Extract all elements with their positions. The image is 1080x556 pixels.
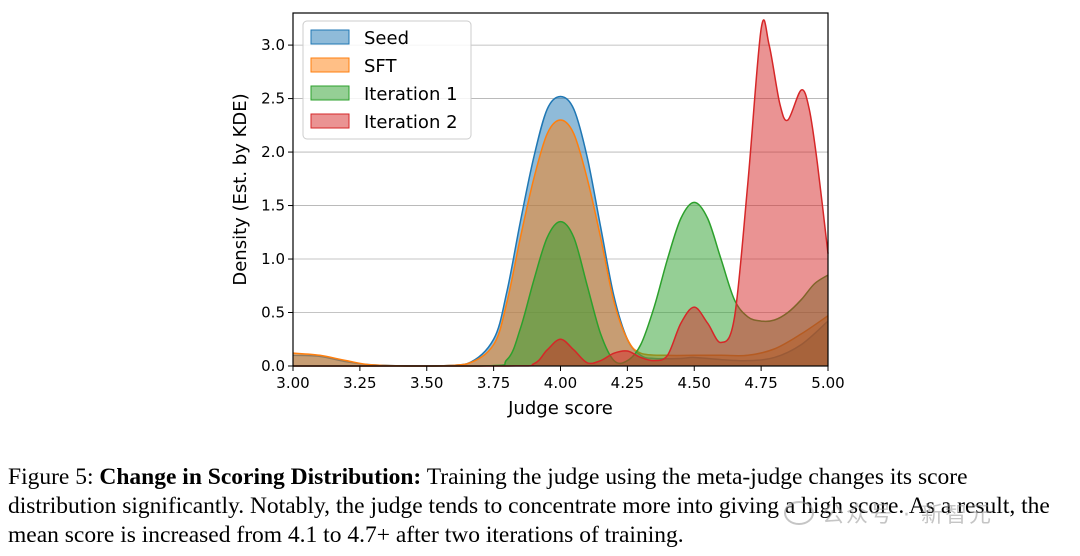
legend-swatch-iteration-2 [310,113,350,129]
density-chart: 3.00 3.25 3.50 3.75 4.00 4.25 4.50 4.75 5.00 0.0… [230,12,845,419]
legend-swatch-sft [310,57,350,73]
caption-text: Training the judge using the meta-judge … [8,464,1050,548]
figure-caption: Figure 5: Change in Scoring Distribution… [8,463,1074,550]
watermark-text: 公众号 · 新智元 [822,503,993,528]
caption-prefix: Figure 5: [8,464,100,490]
caption-title: Change in Scoring Distribution: [99,464,422,490]
area-iteration-2 [293,19,828,367]
legend-label-sft: SFT [364,56,397,77]
x-tick-label-8: 5.00 [811,374,844,392]
legend-label-iteration-2: Iteration 2 [364,112,458,133]
legend-swatch-seed [310,29,350,45]
x-axis-ticks: 3.00 3.25 3.50 3.75 4.00 4.25 4.50 4.75 5.00 [276,366,845,392]
y-tick-label-5: 2.5 [261,90,285,108]
legend-label-iteration-1: Iteration 1 [364,84,458,105]
y-tick-label-2: 1.0 [261,250,285,268]
x-tick-label-7: 4.75 [744,374,777,392]
watermark: 公众号 · 新智元 [784,497,993,529]
legend-swatch-iteration-1 [310,85,350,101]
x-tick-label-4: 4.00 [544,374,577,392]
line-iteration-2 [293,19,829,367]
y-axis-ticks: 0.0 0.5 1.0 1.5 2.0 2.5 3.0 [261,36,293,375]
legend-label-seed: Seed [364,28,409,49]
y-tick-label-1: 0.5 [261,304,285,322]
y-axis-label: Density (Est. by KDE) [230,93,251,285]
x-tick-label-6: 4.50 [678,374,711,392]
wechat-icon [784,501,814,525]
x-tick-label-2: 3.50 [410,374,443,392]
y-tick-label-6: 3.0 [261,36,285,54]
x-tick-label-5: 4.25 [611,374,644,392]
density-areas [292,19,829,367]
y-tick-label-4: 2.0 [261,143,285,161]
legend: Seed SFT Iteration 1 Iteration 2 [302,20,472,140]
x-tick-label-3: 3.75 [477,374,510,392]
x-axis-label: Judge score [507,398,613,419]
y-tick-label-0: 0.0 [261,357,285,375]
x-tick-label-1: 3.25 [343,374,376,392]
legend-box [302,20,472,140]
x-tick-label-0: 3.00 [276,374,309,392]
y-tick-label-3: 1.5 [261,197,285,215]
